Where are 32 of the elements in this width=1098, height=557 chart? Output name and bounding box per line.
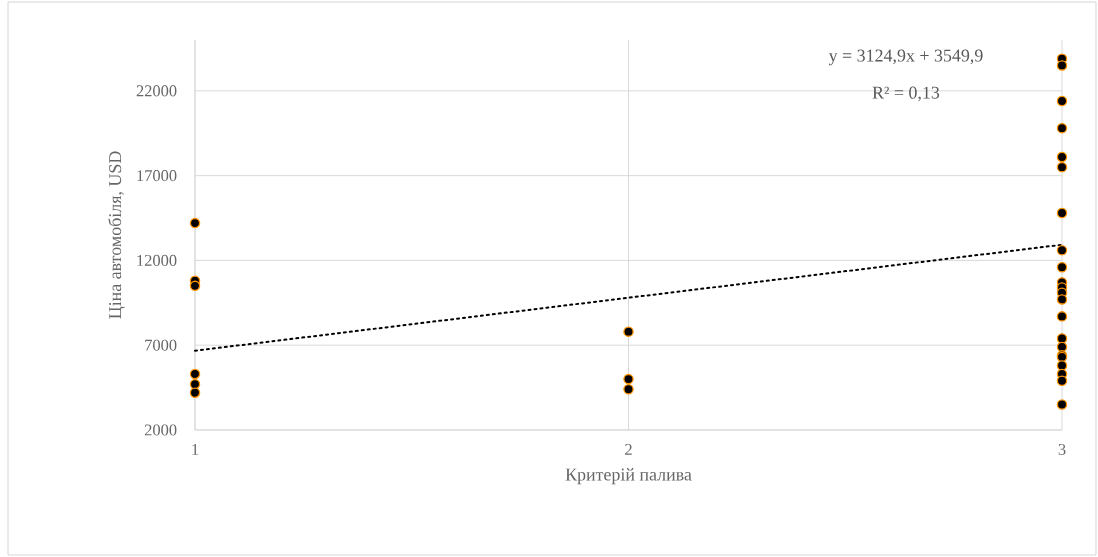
point	[623, 326, 634, 337]
point	[623, 373, 634, 385]
point	[1056, 375, 1068, 387]
point	[1056, 244, 1068, 256]
point	[1056, 207, 1068, 219]
annotation: y = 3124,9x + 3549,9	[828, 49, 983, 66]
point	[1056, 161, 1068, 173]
y-tick-label: 22000	[136, 85, 177, 97]
point	[1056, 122, 1068, 134]
x-tick-label: 2	[625, 443, 632, 455]
point	[1056, 311, 1068, 322]
x-tick-label: 3	[1058, 443, 1066, 455]
y-tick-label: 17000	[137, 170, 177, 182]
point	[1056, 261, 1068, 273]
point	[1056, 95, 1068, 107]
y-tick-label: 7000	[145, 339, 177, 351]
y-axis-title: Ціна автомобіля, USD	[108, 151, 125, 319]
point	[189, 280, 201, 292]
point	[1056, 294, 1068, 305]
point	[1056, 399, 1068, 410]
point	[189, 368, 201, 380]
y-tick-label: 12000	[137, 254, 177, 266]
point	[623, 384, 634, 395]
point	[1056, 60, 1068, 71]
point	[189, 387, 201, 398]
x-axis-title: Критерій палива	[565, 468, 692, 485]
point	[189, 378, 201, 390]
point	[1056, 151, 1068, 163]
annotation: R² = 0,13	[872, 86, 940, 102]
y-tick-label: 2000	[144, 424, 177, 436]
x-tick-label: 1	[192, 443, 199, 455]
point	[189, 217, 201, 229]
